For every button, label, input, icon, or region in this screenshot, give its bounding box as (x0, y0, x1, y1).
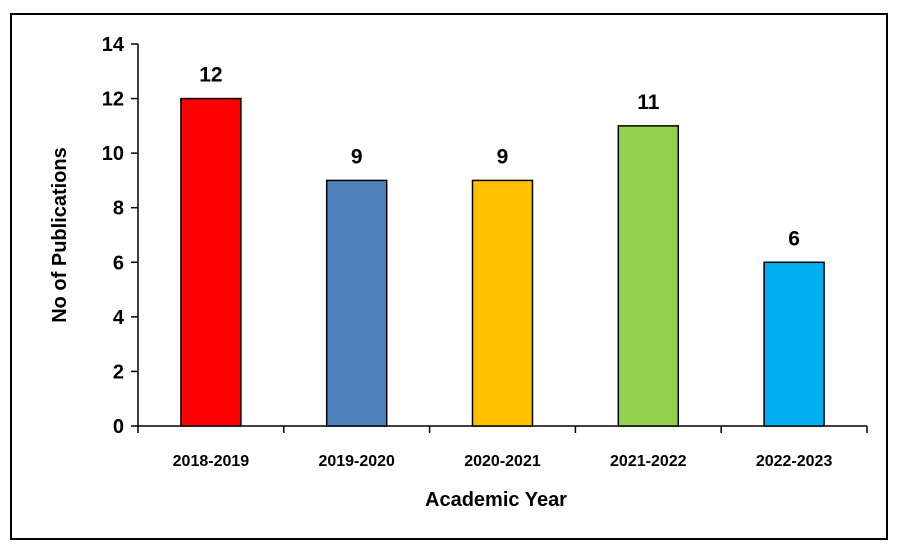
x-tick-label-2022-2023: 2022-2023 (756, 453, 833, 470)
x-axis: 2018-2019 2019-2020 2020-2021 2021-2022 2022… (137, 425, 868, 470)
data-label-2022-2023: 6 (788, 227, 800, 250)
y-tick-label: 14 (102, 34, 125, 56)
data-label-2020-2021: 9 (497, 145, 509, 168)
y-tick-label: 8 (113, 198, 124, 220)
data-label-2018-2019: 12 (199, 64, 222, 87)
x-tick-label-2021-2022: 2021-2022 (610, 453, 687, 470)
bar-2018-2019 (180, 97, 242, 427)
y-axis: 0 2 4 6 8 10 12 14 (102, 34, 139, 438)
bar-2022-2023 (763, 261, 825, 427)
chart-frame (10, 13, 888, 540)
bar-2020-2021 (471, 179, 534, 427)
x-tick-label-2020-2021: 2020-2021 (464, 453, 541, 470)
y-axis-title: No of Publications (49, 147, 71, 323)
x-tick-label-2019-2020: 2019-2020 (318, 453, 395, 470)
data-labels: 12 9 9 11 6 (199, 64, 800, 251)
bar-2021-2022 (617, 125, 680, 427)
x-tick-label-2018-2019: 2018-2019 (173, 453, 250, 470)
bars (180, 97, 825, 427)
y-tick-label: 12 (102, 89, 124, 111)
y-tick-label: 10 (102, 143, 124, 165)
bar-2019-2020 (325, 179, 388, 427)
y-tick-label: 4 (113, 307, 125, 329)
x-axis-title: Academic Year (425, 489, 567, 511)
y-tick-label: 6 (113, 252, 124, 274)
data-label-2021-2022: 11 (637, 91, 660, 114)
y-tick-label: 2 (113, 361, 124, 383)
data-label-2019-2020: 9 (351, 145, 363, 168)
y-tick-label: 0 (113, 416, 124, 438)
